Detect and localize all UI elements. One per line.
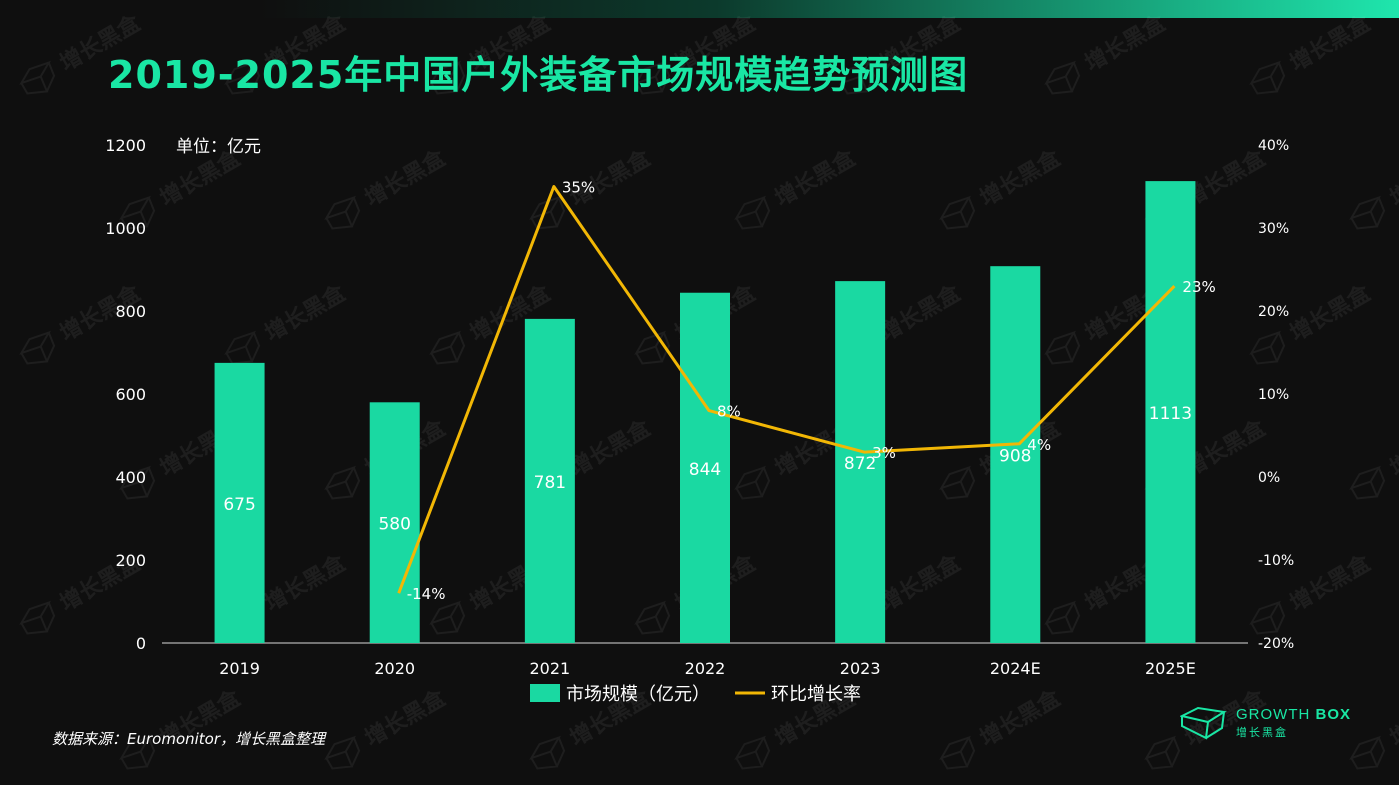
unit-label: 单位：亿元 (176, 137, 261, 157)
x-tick-label: 2019 (219, 659, 260, 678)
legend-line-label: 环比增长率 (771, 684, 861, 705)
bar-value-label: 1113 (1149, 404, 1192, 424)
x-tick-label: 2021 (529, 659, 570, 678)
y-right-tick-label: 40% (1258, 138, 1289, 154)
bar (835, 281, 886, 643)
x-tick-label: 2020 (374, 659, 415, 678)
line-value-label: 8% (717, 403, 741, 421)
brand-logo: GROWTH BOX 增长黑盒 (1179, 702, 1360, 746)
legend: 市场规模（亿元） 环比增长率 (530, 684, 861, 705)
bar (524, 318, 575, 643)
logo-brand-text-1: GROWTH (1236, 706, 1310, 723)
top-accent-bar (260, 0, 1399, 18)
y-left-tick-label: 0 (136, 634, 146, 653)
logo-brand-text-2: BOX (1310, 706, 1351, 723)
bar (1145, 181, 1196, 644)
line-value-label: 35% (562, 179, 595, 197)
line-value-label: 3% (872, 444, 896, 462)
y-left-tick-label: 600 (115, 385, 146, 404)
y-left-tick-label: 1000 (105, 219, 146, 238)
y-right-tick-label: 10% (1258, 387, 1289, 403)
source-note: 数据来源：Euromonitor，增长黑盒整理 (52, 730, 326, 748)
y-right-tick-label: -10% (1258, 553, 1294, 569)
y-right-tick-label: 30% (1258, 221, 1289, 237)
bar (214, 362, 265, 643)
y-left-tick-label: 400 (115, 468, 146, 487)
bar-value-label: 580 (378, 515, 410, 535)
x-tick-label: 2024E (990, 659, 1041, 678)
legend-bar-label: 市场规模（亿元） (566, 684, 710, 705)
box-icon (1179, 706, 1227, 740)
y-right-tick-label: 0% (1258, 470, 1280, 486)
line-value-label: 23% (1182, 278, 1215, 296)
y-left-tick-label: 800 (115, 302, 146, 321)
bar-value-label: 781 (534, 473, 566, 493)
x-tick-label: 2025E (1145, 659, 1196, 678)
y-right-tick-label: 20% (1258, 304, 1289, 320)
bar-value-label: 872 (844, 454, 876, 474)
x-tick-label: 2023 (840, 659, 881, 678)
bar (990, 266, 1041, 643)
line-value-label: 4% (1027, 436, 1051, 454)
x-tick-label: 2022 (685, 659, 726, 678)
legend-bar-swatch (530, 684, 560, 702)
bar (369, 402, 420, 643)
y-left-tick-label: 200 (115, 551, 146, 570)
y-left-tick-label: 1200 (105, 136, 146, 155)
svg-text:GROWTH BOX: GROWTH BOX (1236, 706, 1351, 723)
growth-rate-line (397, 185, 1176, 594)
bar-value-label: 908 (999, 447, 1031, 467)
bar-value-label: 675 (223, 495, 255, 515)
bar-value-label: 844 (689, 460, 721, 480)
logo-subtitle: 增长黑盒 (1236, 725, 1288, 739)
bar (680, 292, 730, 643)
y-right-tick-label: -20% (1258, 636, 1294, 652)
chart-title: 2019-2025年中国户外装备市场规模趋势预测图 (108, 53, 969, 97)
line-value-label: -14% (407, 585, 446, 603)
